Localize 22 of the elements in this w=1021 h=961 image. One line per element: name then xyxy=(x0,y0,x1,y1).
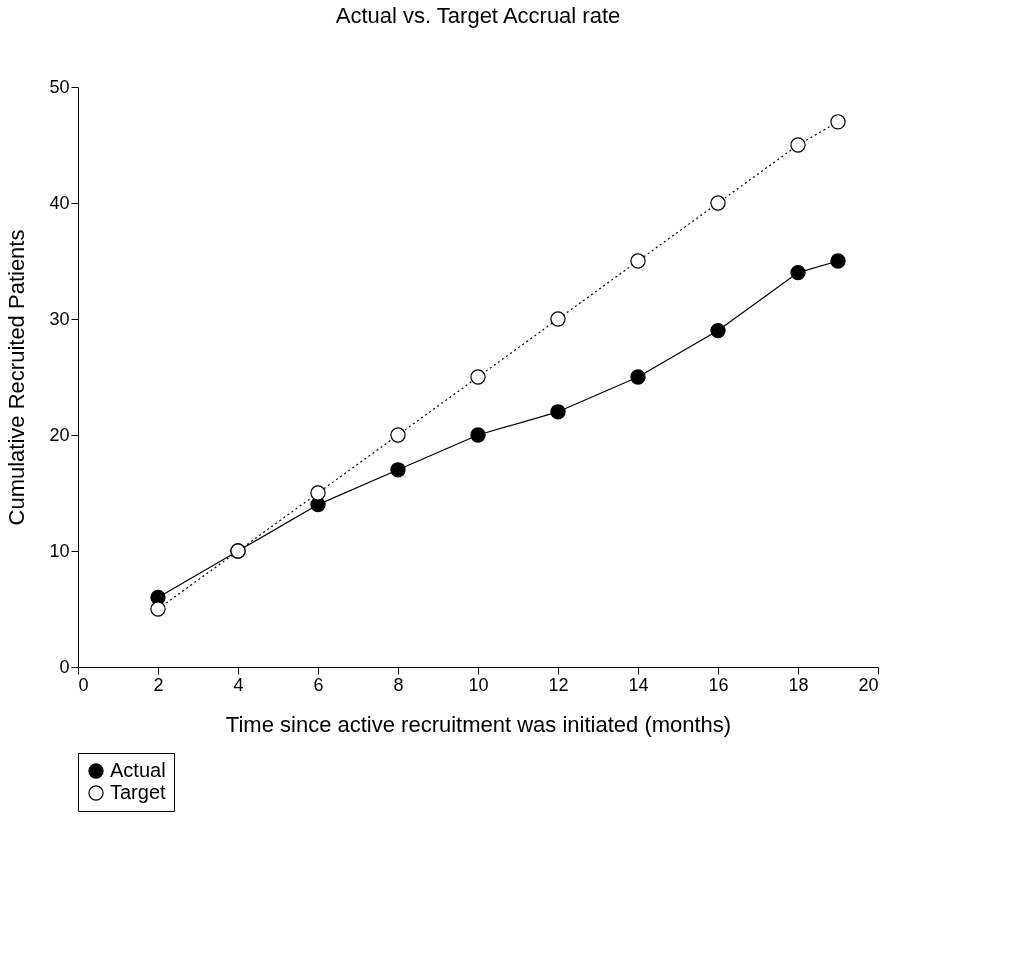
y-tick-label: 20 xyxy=(49,424,70,445)
y-tick-label: 0 xyxy=(59,656,70,677)
legend-label: Actual xyxy=(110,759,166,781)
x-tick-label: 20 xyxy=(858,674,879,695)
chart-title: Actual vs. Target Accrual rate xyxy=(335,3,621,28)
x-tick-label: 16 xyxy=(708,674,729,695)
x-tick-label: 12 xyxy=(548,674,569,695)
y-axis-title: Cumulative Recruited Patients xyxy=(4,229,30,526)
x-tick-label: 10 xyxy=(468,674,489,695)
x-tick-label: 2 xyxy=(153,674,164,695)
x-tick-label: 8 xyxy=(393,674,404,695)
y-tick-label: 50 xyxy=(49,76,70,97)
x-tick-label: 0 xyxy=(78,674,89,695)
y-tick-label: 10 xyxy=(49,540,70,561)
x-tick-label: 6 xyxy=(313,674,324,695)
x-tick-label: 18 xyxy=(788,674,809,695)
y-tick-label: 30 xyxy=(49,308,70,329)
legend-label: Target xyxy=(110,781,167,803)
y-tick-label: 40 xyxy=(49,192,70,213)
x-tick-label: 14 xyxy=(628,674,649,695)
x-axis-title: Time since active recruitment was initiated (months) xyxy=(225,711,732,737)
x-tick-label: 4 xyxy=(233,674,244,695)
